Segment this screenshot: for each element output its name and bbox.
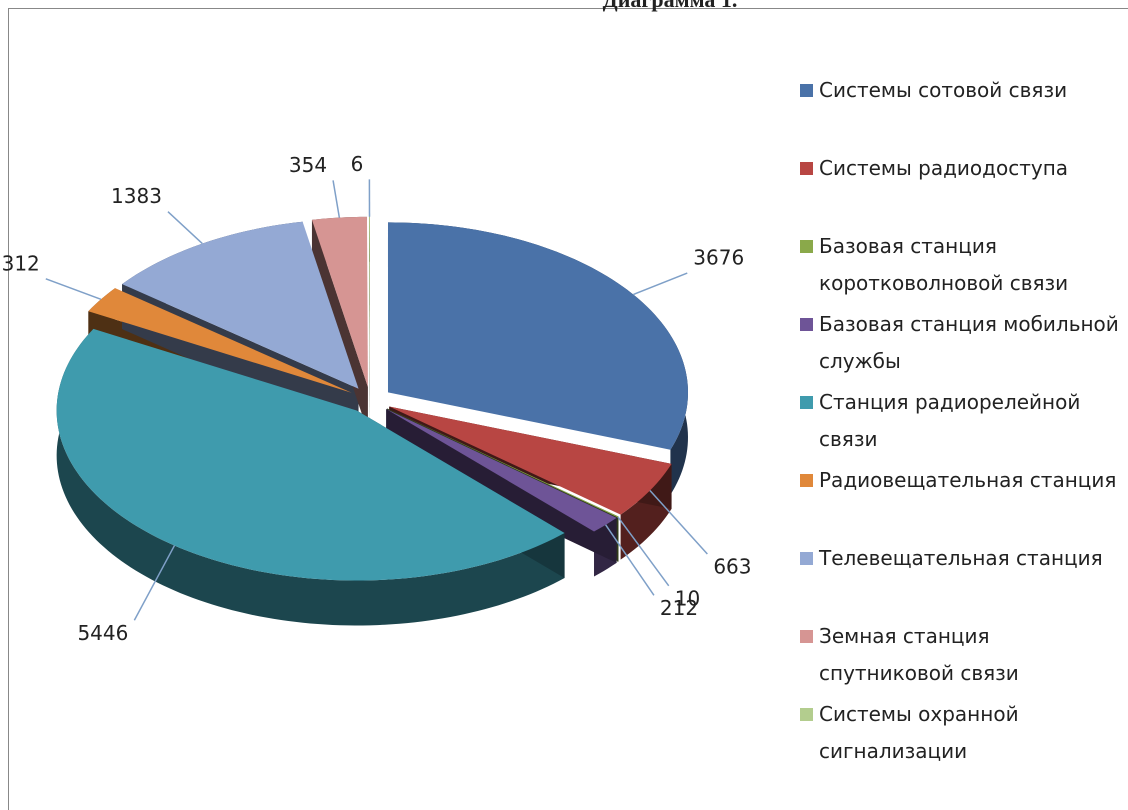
legend: Системы сотовой связи Системы радиодоступ… [800,72,1120,774]
pie-tops [56,216,688,581]
legend-label: Системы охранной сигнализации [819,702,1019,763]
data-label: 312 [2,251,40,275]
slice [386,408,617,532]
legend-label: Базовая станция коротковолновой связи [819,234,1069,295]
legend-label: Системы сотовой связи [819,78,1068,102]
data-label: 212 [660,596,698,620]
leader-line [633,272,688,296]
legend-item: Станция радиорелейной связи [800,384,1120,462]
legend-swatch [800,708,813,721]
slice [387,222,688,450]
legend-label: Системы радиодоступа [819,156,1069,180]
legend-swatch [800,396,813,409]
slice-side [56,328,565,626]
leader-line [649,490,708,555]
legend-item: Базовая станция мобильной службы [800,306,1120,384]
legend-swatch [800,552,813,565]
chart-border [8,8,1128,810]
leader-line [605,524,655,596]
chart-title: Диаграмма 1. [603,0,738,12]
slice [386,408,619,518]
legend-item: Системы сотовой связи [800,72,1120,150]
leader-line [133,545,176,621]
legend-swatch [800,84,813,97]
slice [88,288,352,393]
legend-swatch [800,318,813,331]
legend-label: Земная станция спутниковой связи [819,624,1019,685]
slice [389,406,672,515]
legend-label: Станция радиорелейной связи [819,390,1081,451]
data-label: 3676 [693,246,744,270]
legend-swatch [800,630,813,643]
legend-item: Системы радиодоступа [800,150,1120,228]
legend-item: Радиовещательная станция [800,462,1120,540]
leader-line [332,180,341,218]
data-label: 354 [289,153,327,177]
legend-label: Базовая станция мобильной службы [819,312,1119,373]
legend-label: Телевещательная станция [819,546,1103,570]
slice [369,216,370,387]
slice [122,221,359,389]
legend-item: Системы охранной сигнализации [800,696,1120,774]
legend-item: Земная станция спутниковой связи [800,618,1120,696]
legend-swatch [800,162,813,175]
slice [311,216,368,387]
legend-item: Базовая станция коротковолновой связи [800,228,1120,306]
data-label: 663 [713,554,751,578]
legend-label: Радиовещательная станция [819,468,1117,492]
leader-line [617,516,670,587]
data-label: 5446 [77,621,128,645]
slice [56,328,565,581]
leader-line [167,211,203,245]
legend-item: Телевещательная станция [800,540,1120,618]
data-label: 10 [675,586,700,610]
legend-swatch [800,474,813,487]
data-label: 6 [351,152,364,176]
slice-wall [369,216,370,432]
slice-wall [386,408,617,563]
data-label: 1383 [111,184,162,208]
legend-swatch [800,240,813,253]
leader-line [45,278,102,301]
